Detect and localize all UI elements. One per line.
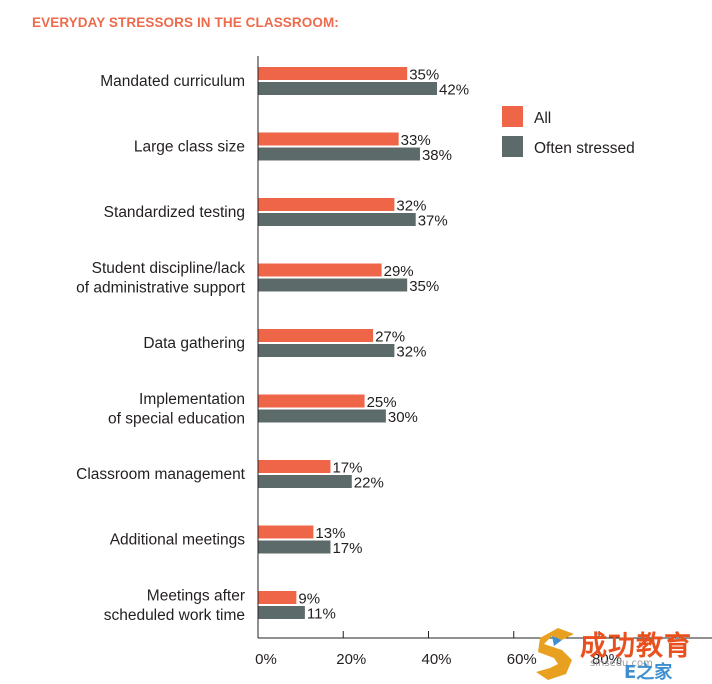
value-label: 32% (396, 198, 426, 215)
x-tick-label: 80% (592, 651, 622, 668)
value-label: 25% (367, 394, 397, 411)
legend-label: Often stressed (534, 140, 635, 157)
value-label: 33% (401, 132, 431, 149)
bar-often-stressed (258, 344, 395, 357)
chart-title: EVERYDAY STRESSORS IN THE CLASSROOM: (32, 15, 339, 30)
x-tick-label: 60% (507, 651, 537, 668)
bar-all (258, 67, 408, 80)
bar-all (258, 132, 399, 146)
value-label: 22% (354, 475, 384, 492)
value-label: 29% (384, 263, 414, 280)
bar-all (258, 525, 314, 539)
watermark-s-icon (536, 628, 574, 680)
category-label: Meetings after (147, 587, 245, 604)
bar-often-stressed (258, 475, 352, 488)
category-label: Mandated curriculum (100, 73, 245, 90)
bar-often-stressed (258, 409, 386, 423)
category-label: Standardized testing (104, 204, 245, 221)
value-label: 17% (332, 540, 362, 557)
bar-all (258, 329, 374, 342)
bar-all (258, 263, 382, 277)
category-label: Large class size (134, 139, 245, 156)
value-label: 32% (396, 344, 426, 361)
value-label: 38% (422, 147, 452, 164)
value-label: 35% (409, 67, 439, 84)
bar-all (258, 198, 395, 211)
bar-often-stressed (258, 82, 438, 95)
bar-often-stressed (258, 278, 408, 292)
category-label: of special education (108, 410, 245, 427)
value-label: 42% (439, 82, 469, 99)
value-label: 9% (298, 591, 320, 608)
category-label: Student discipline/lack (92, 260, 246, 277)
category-label: of administrative support (76, 279, 246, 296)
watermark-sub: E之家 (624, 662, 673, 683)
bar-all (258, 394, 365, 408)
category-label: Data gathering (143, 335, 245, 352)
value-label: 27% (375, 329, 405, 346)
category-label: Implementation (139, 391, 245, 408)
x-tick-label: 0% (255, 651, 277, 668)
value-label: 35% (409, 278, 439, 295)
value-label: 13% (315, 525, 345, 542)
bar-all (258, 591, 297, 604)
watermark-logo: 成功教育 sinsedu.com E之家 (532, 622, 712, 684)
bar-often-stressed (258, 540, 331, 554)
bar-all (258, 460, 331, 473)
category-label: scheduled work time (104, 607, 245, 624)
bar-often-stressed (258, 606, 305, 619)
legend-label: All (534, 110, 551, 127)
watermark-url: sinsedu.com (590, 658, 653, 669)
x-tick-label: 20% (336, 651, 366, 668)
value-label: 30% (388, 409, 418, 426)
category-label: Additional meetings (110, 532, 246, 549)
value-label: 17% (332, 460, 362, 477)
bar-often-stressed (258, 147, 420, 161)
category-label: Classroom management (76, 466, 246, 483)
watermark-text: 成功教育 (580, 631, 692, 662)
bar-often-stressed (258, 213, 416, 226)
legend-swatch (502, 136, 523, 157)
value-label: 11% (307, 606, 336, 623)
legend-swatch (502, 106, 523, 127)
value-label: 37% (418, 213, 448, 230)
x-tick-label: 40% (421, 651, 451, 668)
